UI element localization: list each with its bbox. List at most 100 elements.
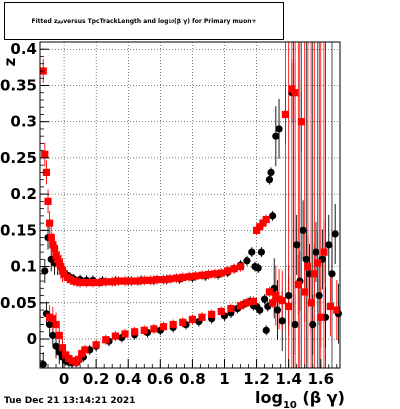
x-tick-label: 0.2 <box>83 370 110 388</box>
marker-black <box>293 241 301 249</box>
y-tick-label: 0.05 <box>0 294 37 312</box>
marker-red <box>198 313 206 321</box>
marker-black <box>272 132 280 140</box>
marker-black <box>325 241 333 249</box>
marker-red <box>140 276 148 284</box>
title-subscript-2: 10 <box>168 18 175 24</box>
marker-black <box>275 125 283 133</box>
marker-red <box>92 341 100 349</box>
marker-black <box>328 270 336 278</box>
marker-black <box>52 342 60 350</box>
marker-red <box>179 273 187 282</box>
marker-black <box>302 255 310 263</box>
x-tick-label: 1.6 <box>307 370 334 388</box>
marker-red <box>150 325 158 333</box>
marker-red <box>304 262 312 271</box>
marker-red <box>41 150 49 158</box>
x-tick-label: 0.6 <box>147 370 174 388</box>
marker-red <box>76 278 84 287</box>
marker-black <box>260 295 269 303</box>
y-tick-label: 0.25 <box>0 149 37 167</box>
marker-red <box>243 299 251 307</box>
marker-red <box>262 215 270 224</box>
marker-red <box>317 313 325 321</box>
marker-black <box>312 248 320 256</box>
marker-red <box>44 197 52 205</box>
marker-red <box>134 277 142 285</box>
marker-black <box>331 230 339 238</box>
y-tick-label: 0.4 <box>10 40 37 58</box>
marker-red <box>208 310 216 318</box>
marker-red <box>172 274 180 282</box>
marker-black <box>256 306 264 314</box>
marker-red <box>121 277 129 285</box>
marker-black <box>248 248 256 256</box>
plot-frame <box>39 41 341 369</box>
marker-red <box>60 270 68 278</box>
marker-red <box>115 277 123 285</box>
marker-red <box>256 223 264 231</box>
marker-red <box>55 331 63 339</box>
marker-red <box>52 320 60 329</box>
x-tick-label: 1.2 <box>243 370 270 388</box>
marker-black <box>269 212 277 220</box>
title-main: Fitted z <box>31 17 58 25</box>
y-tick-label: 0.35 <box>0 76 37 94</box>
marker-red <box>111 332 120 340</box>
marker-red <box>297 118 306 126</box>
marker-black <box>309 320 317 329</box>
marker-red <box>127 277 136 285</box>
marker-red <box>265 288 274 296</box>
marker-red <box>179 318 187 326</box>
title-rest: versus TpcTrackLength and log <box>63 17 169 25</box>
marker-black <box>254 264 262 272</box>
x-tick-label: 0 <box>59 370 69 388</box>
marker-red <box>42 168 51 176</box>
marker-red <box>55 259 63 267</box>
y-tick-label: 0.3 <box>10 113 37 131</box>
marker-red <box>227 304 235 313</box>
marker-red <box>49 315 57 323</box>
marker-red <box>50 244 59 253</box>
marker-red <box>307 299 315 307</box>
marker-black <box>315 291 323 300</box>
marker-red <box>147 276 155 284</box>
title-tail: (β γ) for Primary muon+ <box>174 17 257 25</box>
marker-red <box>74 355 83 363</box>
marker-red <box>81 346 89 354</box>
y-tick-label: 0 <box>27 330 37 348</box>
marker-red <box>89 278 97 287</box>
marker-black <box>243 257 251 265</box>
marker-red <box>121 330 129 338</box>
marker-red <box>320 248 328 256</box>
marker-red <box>249 297 257 305</box>
marker-red <box>192 272 200 280</box>
axes <box>39 41 341 369</box>
marker-red <box>230 265 238 273</box>
marker-black <box>291 320 299 329</box>
marker-red <box>310 270 318 278</box>
marker-red <box>47 234 55 242</box>
marker-red <box>198 271 206 279</box>
title-box: Fitted z μμ versus TpcTrackLength and log… <box>4 2 284 40</box>
marker-black <box>267 168 275 176</box>
marker-red <box>140 326 148 334</box>
marker-black <box>46 320 54 329</box>
marker-red <box>102 336 110 344</box>
tick-labels: 0 0.2 0.4 0.6 0.8 1 1.2 1.4 1.6 0 0.05 0.1 0.15 0.2 0.… <box>0 40 345 409</box>
marker-red <box>272 291 280 300</box>
y-tick-label: 0.15 <box>0 221 37 239</box>
x-tick-label: 1.4 <box>275 370 302 388</box>
marker-red <box>166 275 174 283</box>
marker-red <box>281 110 290 119</box>
marker-red <box>62 351 70 359</box>
marker-red <box>82 278 91 287</box>
marker-red <box>333 306 341 314</box>
marker-black <box>262 326 270 334</box>
marker-red <box>185 273 193 281</box>
marker-red <box>217 307 225 316</box>
marker-red <box>108 278 116 286</box>
marker-red <box>78 349 86 358</box>
marker-red <box>259 219 267 227</box>
marker-black <box>257 248 265 256</box>
